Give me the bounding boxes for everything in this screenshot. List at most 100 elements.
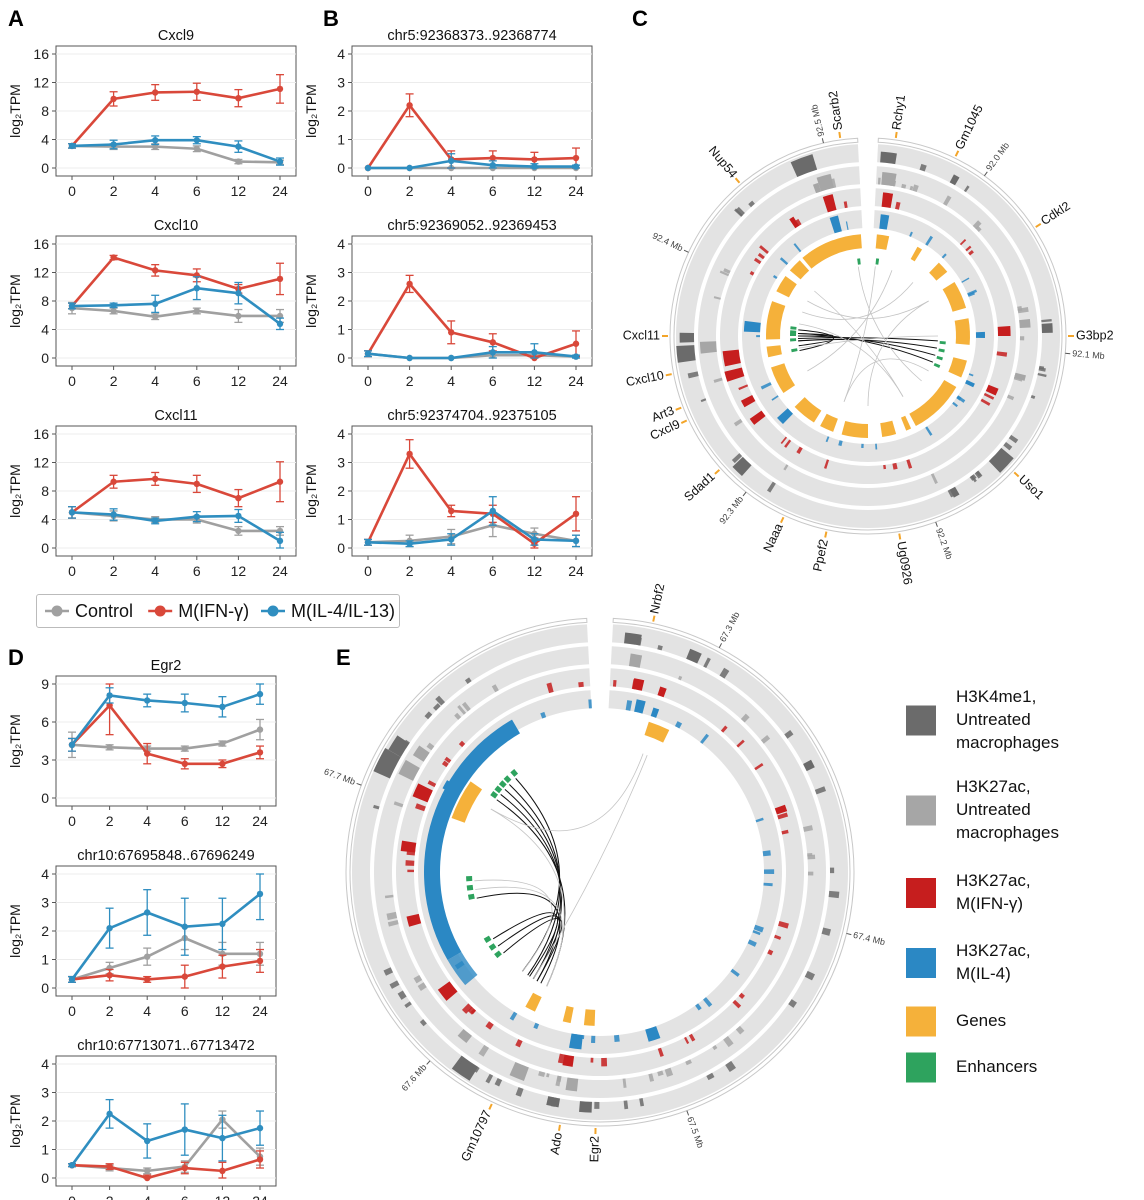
data-point	[144, 953, 151, 960]
signal-peak	[895, 201, 901, 210]
ideogram-outline	[669, 137, 1067, 535]
series-il4	[68, 506, 284, 549]
chart-title: Cxcl11	[154, 408, 197, 424]
x-tick-label: 2	[406, 183, 414, 199]
data-point	[193, 88, 200, 95]
plot-frame	[55, 675, 277, 807]
legend-key-point	[154, 605, 166, 617]
coordinate-tick	[718, 643, 723, 648]
data-point	[235, 158, 242, 165]
signal-peak	[823, 459, 830, 469]
legend-label-il4: M(IL-4/IL-13)	[291, 601, 395, 621]
data-point	[448, 536, 455, 543]
signal-peak	[457, 1055, 465, 1064]
data-point	[572, 154, 580, 162]
signal-peak	[1041, 323, 1053, 333]
series-line	[71, 286, 281, 325]
signal-peak	[956, 395, 966, 403]
data-point	[152, 517, 159, 525]
signal-peak	[623, 1100, 629, 1110]
data-point	[256, 690, 264, 698]
gene-tick	[954, 150, 960, 157]
signal-peak	[458, 740, 466, 748]
signal-peak	[415, 803, 426, 812]
legend-key-point	[267, 605, 279, 617]
x-tick-label: 2	[110, 183, 118, 199]
signal-peak	[970, 475, 977, 483]
data-point	[110, 141, 117, 148]
data-point	[489, 507, 496, 515]
signal-peak	[590, 1035, 596, 1044]
x-tick-label: 4	[143, 1003, 151, 1019]
signal-peak	[996, 351, 1008, 357]
signal-peak	[699, 341, 717, 354]
signal-peak	[749, 410, 766, 425]
gene-label: Ug0926	[894, 540, 915, 585]
gene-tick	[652, 615, 656, 622]
x-tick-label: 0	[68, 813, 76, 829]
gene-tick	[675, 406, 682, 411]
data-point	[235, 312, 242, 320]
signal-peak	[406, 849, 416, 856]
signal-peak	[540, 711, 547, 719]
panel-letter-a: A	[8, 6, 24, 31]
coordinate-tick-label: 67.5 Mb	[685, 1115, 706, 1149]
signal-peak	[405, 860, 415, 866]
series-il4	[364, 153, 580, 172]
data-point	[193, 513, 200, 520]
signal-peak	[664, 1067, 674, 1077]
legend-label: Untreated	[956, 800, 1031, 819]
series-line	[71, 1158, 261, 1180]
x-tick-label: 12	[527, 183, 543, 199]
series-il4	[364, 496, 580, 548]
signal-peak	[433, 703, 441, 711]
y-tick-label: 0	[337, 540, 345, 556]
series-line	[71, 477, 281, 514]
link-arc	[496, 799, 566, 987]
signal-peak	[780, 436, 788, 445]
series-il4	[68, 873, 264, 983]
signal-peak	[388, 735, 410, 757]
data-point	[572, 510, 580, 517]
enhancer-block	[875, 258, 880, 265]
x-tick-label: 6	[489, 373, 497, 389]
y-tick-label: 2	[337, 293, 345, 309]
signal-peak	[754, 762, 764, 771]
signal-peak	[909, 185, 914, 191]
y-tick-label: 0	[337, 350, 345, 366]
signal-peak	[590, 1057, 594, 1063]
gene-label: Gm10797	[458, 1108, 494, 1164]
track-background	[720, 188, 1017, 485]
x-tick-label: 24	[252, 1003, 268, 1019]
signal-peak	[461, 1003, 473, 1014]
y-tick-label: 0	[41, 160, 49, 176]
data-point	[256, 749, 264, 756]
signal-peak	[687, 371, 699, 379]
series-line	[71, 511, 281, 542]
signal-peak	[612, 680, 617, 687]
link-arc	[492, 912, 558, 977]
gene-tick	[488, 1103, 493, 1110]
signal-peak	[774, 804, 788, 815]
y-tick-label: 0	[41, 350, 49, 366]
y-tick-label: 4	[337, 426, 345, 442]
data-point	[181, 923, 188, 930]
gene-tick	[898, 533, 902, 540]
signal-peak	[919, 163, 927, 172]
data-point	[219, 703, 226, 710]
x-tick-label: 2	[110, 563, 118, 579]
link-arc	[867, 300, 929, 407]
signal-peak	[401, 739, 410, 749]
signal-peak	[679, 332, 695, 343]
x-tick-label: 4	[143, 1193, 151, 1200]
legend-key-point	[51, 605, 63, 617]
data-point	[68, 509, 76, 516]
signal-peak	[753, 257, 762, 265]
data-point	[68, 741, 76, 748]
signal-peak	[732, 350, 740, 355]
gene-block	[900, 415, 912, 431]
signal-peak	[441, 760, 449, 768]
